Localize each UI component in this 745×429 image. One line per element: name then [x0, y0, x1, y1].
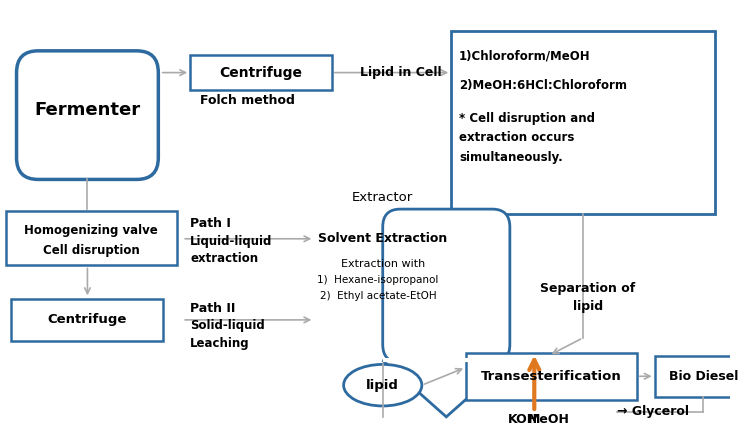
Text: Liquid-liquid: Liquid-liquid — [190, 235, 273, 248]
Text: extraction occurs: extraction occurs — [459, 131, 574, 145]
Text: * Cell disruption and: * Cell disruption and — [459, 112, 595, 124]
Bar — [451, 31, 715, 214]
Text: 2)MeOH:6HCl:Chloroform: 2)MeOH:6HCl:Chloroform — [459, 79, 627, 92]
Text: Extractor: Extractor — [352, 191, 413, 204]
Bar — [11, 299, 162, 341]
Text: → Glycerol: → Glycerol — [618, 405, 689, 418]
Text: Fermenter: Fermenter — [34, 101, 141, 119]
Text: Solvent Extraction: Solvent Extraction — [318, 232, 447, 245]
Text: simultaneously.: simultaneously. — [459, 151, 562, 164]
Text: 1)  Hexane-isopropanol: 1) Hexane-isopropanol — [317, 275, 439, 285]
Text: Folch method: Folch method — [200, 94, 295, 107]
Bar — [655, 356, 745, 397]
Text: Lipid in Cell: Lipid in Cell — [360, 66, 441, 79]
Text: lipid: lipid — [367, 379, 399, 392]
Bar — [466, 353, 637, 400]
Bar — [6, 211, 177, 266]
Text: Separation of: Separation of — [540, 282, 635, 295]
Text: Cell disruption: Cell disruption — [43, 244, 140, 257]
FancyBboxPatch shape — [383, 209, 510, 363]
Text: Leaching: Leaching — [190, 337, 250, 350]
Text: 2)  Ethyl acetate-EtOH: 2) Ethyl acetate-EtOH — [320, 291, 436, 301]
Text: Centrifuge: Centrifuge — [48, 314, 127, 326]
Text: KOH: KOH — [507, 413, 538, 426]
Bar — [190, 55, 332, 91]
Text: Path I: Path I — [190, 218, 231, 230]
Text: Homogenizing valve: Homogenizing valve — [25, 224, 158, 237]
Text: 1)Chloroform/MeOH: 1)Chloroform/MeOH — [459, 49, 591, 62]
Text: Transesterification: Transesterification — [481, 370, 621, 383]
Text: MeOH: MeOH — [528, 413, 570, 426]
Text: Solid-liquid: Solid-liquid — [190, 319, 265, 332]
Text: Bio Diesel: Bio Diesel — [669, 370, 738, 383]
Polygon shape — [383, 360, 510, 417]
Text: lipid: lipid — [573, 299, 603, 313]
Text: Extraction with: Extraction with — [340, 259, 425, 269]
Text: Centrifuge: Centrifuge — [219, 66, 302, 80]
Text: extraction: extraction — [190, 252, 259, 265]
Ellipse shape — [343, 364, 422, 406]
FancyBboxPatch shape — [16, 51, 159, 179]
Text: Path II: Path II — [190, 302, 235, 314]
